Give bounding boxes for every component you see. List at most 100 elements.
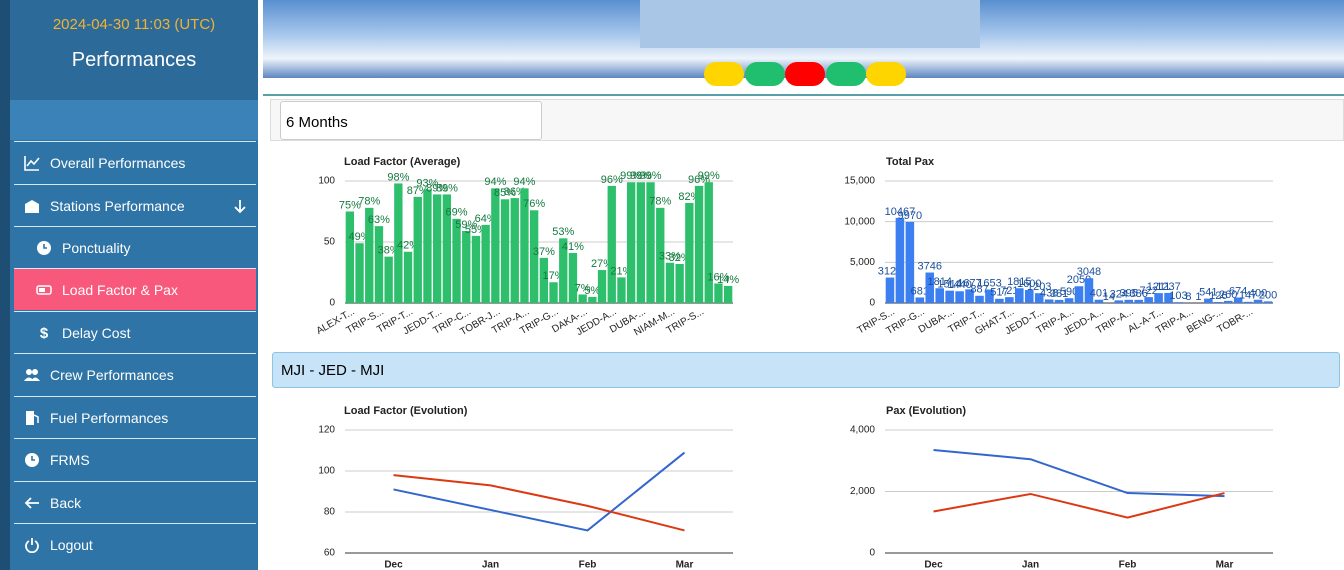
status-light	[745, 62, 785, 86]
data-label: 93%	[416, 177, 438, 189]
icon: $	[40, 325, 49, 341]
period-select[interactable]: 6 Months	[280, 101, 542, 140]
sidebar: 2024-04-30 11:03 (UTC) Performances Over…	[0, 0, 258, 570]
y-tick-label: 100	[318, 176, 335, 187]
bar	[1054, 299, 1064, 303]
x-tick-label: Feb	[1119, 560, 1137, 570]
x-tick-label: Mar	[1216, 560, 1234, 570]
bar	[895, 217, 905, 303]
chart-title: Load Factor (Evolution)	[344, 405, 468, 417]
nav-label: Logout	[50, 536, 93, 553]
y-tick-label: 0	[869, 548, 875, 559]
nav-item[interactable]: Crew Performances	[14, 353, 256, 395]
bar	[1154, 293, 1163, 303]
bar	[704, 182, 713, 303]
nav-item[interactable]: FRMS	[14, 438, 256, 480]
bar	[423, 189, 432, 303]
data-label: 78%	[358, 196, 380, 208]
data-label: 681	[911, 285, 929, 297]
data-label: 400	[1249, 288, 1267, 300]
data-label: 722	[1139, 285, 1157, 297]
data-label: 76%	[523, 198, 545, 210]
data-label: 1814	[927, 276, 951, 288]
bar	[1064, 298, 1074, 303]
bar	[1015, 288, 1024, 303]
nav-item[interactable]: Overall Performances	[14, 141, 256, 183]
y-tick-label: 0	[329, 298, 335, 309]
line	[933, 448, 1225, 498]
bar	[1124, 299, 1134, 303]
icon	[37, 240, 51, 255]
data-label: 16%	[707, 271, 729, 283]
bar	[925, 272, 935, 303]
data-label: 1653	[977, 277, 1001, 289]
nav-item[interactable]: Back	[14, 481, 256, 523]
bar	[1024, 289, 1034, 303]
data-label: 99%	[620, 170, 642, 182]
bar	[1233, 297, 1243, 303]
y-tick-label: 5,000	[850, 257, 875, 268]
x-tick-label: Feb	[579, 560, 597, 570]
status-light	[866, 62, 906, 86]
data-label: 1514	[937, 279, 961, 291]
nav-item[interactable]: Stations Performance	[14, 184, 256, 226]
bar	[413, 196, 422, 303]
data-label: 99%	[630, 170, 652, 182]
data-label: 1203	[1027, 281, 1051, 293]
bar	[694, 185, 704, 303]
data-label: 1600	[1017, 278, 1041, 290]
data-label: 99%	[698, 170, 720, 182]
chart-title: Total Pax	[886, 156, 935, 168]
data-label: 1815	[1007, 276, 1031, 288]
data-label: 260	[1219, 289, 1237, 301]
route-select[interactable]: MJI - JED - MJI	[272, 352, 1340, 388]
bar	[403, 251, 413, 303]
bar	[626, 182, 636, 303]
nav-label: Stations Performance	[50, 197, 185, 214]
data-label: 517	[990, 287, 1008, 299]
bar	[355, 243, 364, 303]
nav-label: Ponctuality	[62, 239, 131, 256]
data-label: 53%	[552, 226, 574, 238]
nav-item[interactable]: $ Delay Cost	[14, 311, 256, 353]
bar	[1074, 286, 1084, 303]
data-label: 98%	[387, 171, 409, 183]
bar	[432, 194, 442, 303]
icon	[36, 284, 52, 295]
data-label: 721	[1000, 285, 1018, 297]
status-light	[785, 62, 825, 86]
bar	[975, 295, 984, 303]
icon	[24, 368, 40, 381]
y-tick-label: 100	[318, 466, 335, 477]
banner	[263, 0, 1344, 96]
data-label: 438	[1040, 287, 1058, 299]
bar	[995, 298, 1004, 303]
nav-item[interactable]: Load Factor & Pax	[14, 268, 256, 310]
sidebar-header: 2024-04-30 11:03 (UTC) Performances	[10, 0, 258, 100]
nav-item[interactable]: Logout	[14, 523, 256, 565]
nav-label: Delay Cost	[62, 324, 131, 341]
y-tick-label: 4,000	[850, 425, 875, 436]
bar	[1164, 292, 1173, 303]
y-tick-label: 60	[324, 548, 336, 559]
data-label: 9970	[898, 210, 922, 222]
nav-item[interactable]: Ponctuality	[14, 226, 256, 268]
nav-label: Back	[50, 494, 82, 511]
nav-item[interactable]: Fuel Performances	[14, 396, 256, 438]
nav-label: Crew Performances	[50, 366, 174, 383]
data-label: 324	[1110, 288, 1128, 300]
x-tick-label: Jan	[1022, 560, 1039, 570]
data-label: 147	[1239, 290, 1257, 302]
bar	[481, 224, 490, 303]
nav-label: FRMS	[50, 451, 90, 468]
bar	[1253, 299, 1263, 303]
icon	[234, 199, 246, 213]
bar	[656, 207, 665, 303]
data-label: 887	[970, 284, 988, 296]
x-tick-label: Mar	[676, 560, 694, 570]
data-label: 8	[1185, 291, 1191, 303]
chart-title: Pax (Evolution)	[886, 405, 966, 417]
data-label: 33%	[659, 251, 681, 263]
sidebar-edge	[0, 0, 10, 570]
icon	[24, 155, 40, 171]
